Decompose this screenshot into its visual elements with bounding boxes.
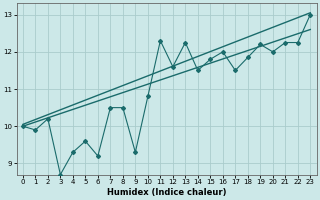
X-axis label: Humidex (Indice chaleur): Humidex (Indice chaleur) [107, 188, 226, 197]
